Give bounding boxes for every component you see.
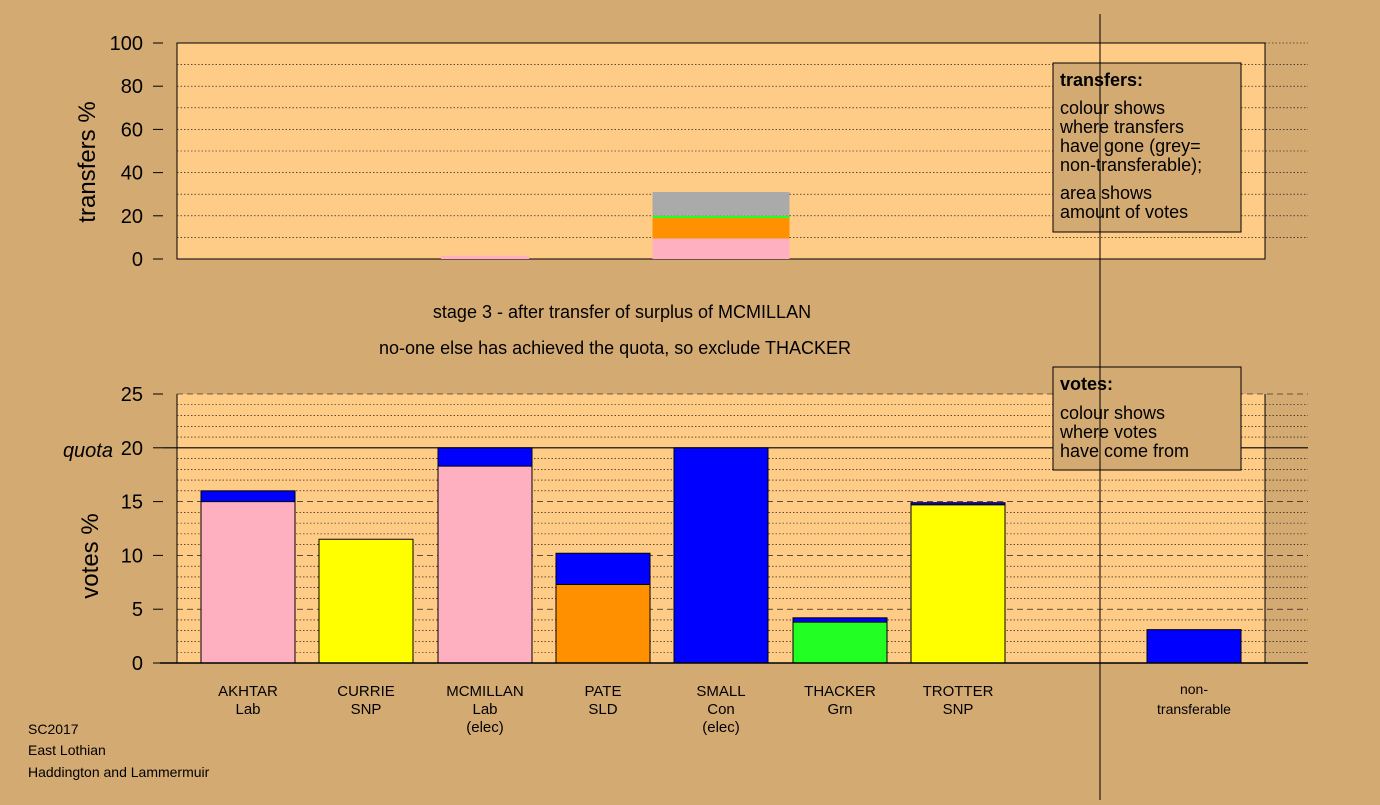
footer-council: East Lothian — [28, 742, 106, 758]
candidate-label: (elec) — [466, 719, 504, 736]
votes-legend-line: colour shows — [1060, 403, 1165, 423]
candidate-label: SMALL — [696, 683, 745, 700]
transfers-legend-line: have gone (grey= — [1060, 136, 1201, 156]
candidate-label: Lab — [235, 701, 260, 718]
transfers-legend: transfers: colour shows where transfers … — [1052, 62, 1242, 233]
candidate-label: SNP — [351, 701, 382, 718]
votes-tick-label: 25 — [121, 384, 143, 406]
transfers-legend-title: transfers: — [1060, 70, 1143, 90]
votes-bar-segment — [201, 490, 295, 502]
non-transferable-label: non- — [1180, 681, 1208, 697]
candidate-label: (elec) — [702, 719, 740, 736]
votes-bar-segment — [556, 584, 650, 663]
transfers-legend-line: where transfers — [1059, 117, 1184, 137]
candidate-label: MCMILLAN — [446, 683, 524, 700]
votes-bar-segment — [793, 622, 887, 663]
votes-legend-line: where votes — [1059, 422, 1157, 442]
votes-bar-segment — [793, 617, 887, 623]
transfers-bar-segment — [652, 238, 790, 259]
votes-tick-label: 10 — [121, 545, 143, 567]
votes-y-axis-label: votes % — [77, 513, 104, 598]
votes-tick-label: 0 — [132, 653, 143, 675]
stage-subtitle: no-one else has achieved the quota, so e… — [379, 338, 851, 358]
transfers-legend-line: area shows — [1060, 183, 1152, 203]
transfers-legend-line: non-transferable); — [1060, 155, 1202, 175]
transfers-bar-segment — [652, 215, 790, 218]
candidate-label: Grn — [827, 701, 852, 718]
candidate-label: SLD — [588, 701, 617, 718]
votes-tick-label: 15 — [121, 492, 143, 514]
transfers-tick-label: 60 — [121, 119, 143, 141]
transfers-legend-box — [1052, 62, 1242, 233]
votes-bar-segment — [911, 502, 1005, 505]
votes-legend-box — [1052, 366, 1242, 471]
votes-bar-segment — [1147, 629, 1241, 663]
votes-bar-segment — [438, 466, 532, 663]
transfers-tick-label: 100 — [110, 33, 143, 55]
votes-legend-title: votes: — [1060, 374, 1113, 394]
transfers-tick-label: 80 — [121, 76, 143, 98]
votes-tick-label: 5 — [132, 599, 143, 621]
transfers-y-axis-label: transfers % — [74, 101, 101, 222]
transfers-bars — [441, 192, 790, 259]
transfers-bar-segment — [441, 255, 529, 259]
candidate-label: AKHTAR — [218, 683, 278, 700]
votes-tick-label: 20 — [121, 438, 143, 460]
footer-election: SC2017 — [28, 721, 79, 737]
votes-bar-segment — [911, 504, 1005, 663]
candidate-label: THACKER — [804, 683, 876, 700]
votes-bar-segment — [556, 553, 650, 585]
stage-title: stage 3 - after transfer of surplus of M… — [433, 302, 811, 322]
votes-legend-line: have come from — [1060, 441, 1189, 461]
candidate-label: Lab — [472, 701, 497, 718]
transfers-tick-label: 20 — [121, 206, 143, 228]
votes-y-ticks: 0 5 10 15 20 25 — [121, 384, 163, 675]
votes-bar-segment — [674, 447, 768, 663]
votes-bars — [160, 447, 1308, 664]
quota-label: quota — [63, 440, 113, 462]
votes-bar-segment — [319, 539, 413, 663]
non-transferable-label: transferable — [1157, 701, 1231, 717]
transfers-bar-segment — [652, 217, 790, 239]
transfers-tick-label: 0 — [132, 249, 143, 271]
transfers-legend-line: colour shows — [1060, 98, 1165, 118]
candidate-label: TROTTER — [923, 683, 994, 700]
transfers-chart: 0 20 40 60 80 100 transfers % transfers: colo… — [74, 33, 1308, 271]
candidate-label: CURRIE — [337, 683, 395, 700]
transfers-y-ticks: 0 20 40 60 80 100 — [110, 33, 163, 271]
votes-bar-segment — [438, 447, 532, 467]
footer-ward: Haddington and Lammermuir — [28, 764, 210, 780]
votes-legend: votes: colour shows where votes have com… — [1052, 366, 1242, 471]
candidate-label: PATE — [585, 683, 622, 700]
candidate-label: SNP — [943, 701, 974, 718]
transfers-tick-label: 40 — [121, 163, 143, 185]
votes-x-labels: AKHTARLabCURRIESNPMCMILLANLab(elec)PATES… — [218, 681, 1231, 736]
candidate-label: Con — [707, 701, 735, 718]
transfers-bar-segment — [652, 192, 790, 216]
transfers-legend-line: amount of votes — [1060, 202, 1188, 222]
votes-bar-segment — [201, 501, 295, 663]
